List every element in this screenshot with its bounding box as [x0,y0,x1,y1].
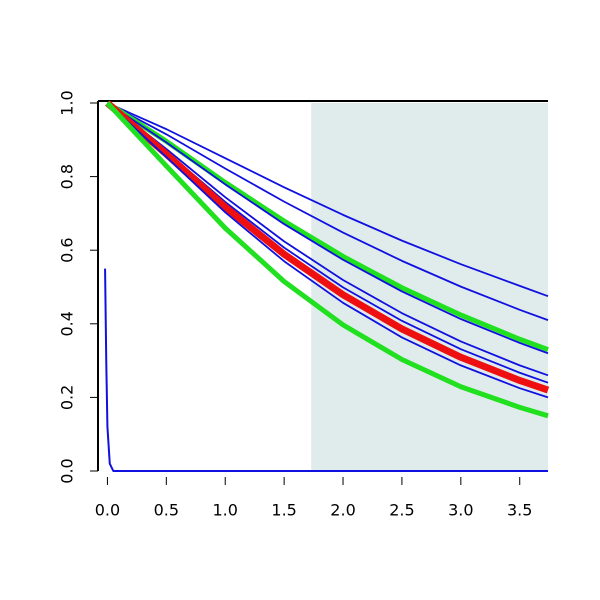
curve [107,102,549,321]
y-tick-label: 0.6 [58,237,77,262]
curve [106,100,549,352]
y-tick-label: 0.4 [58,311,77,336]
x-tick-label: 1.5 [271,501,296,520]
y-tick-label: 0.0 [58,458,77,483]
y-tick-label: 0.2 [58,385,77,410]
x-tick-label: 1.0 [212,501,237,520]
curve [106,102,549,399]
curve [106,102,549,355]
x-tick-label: 2.0 [330,501,355,520]
y-tick-label: 1.0 [58,90,77,115]
y-tick-label: 0.8 [58,164,77,189]
x-tick-label: 3.5 [507,501,532,520]
curve [105,101,549,419]
x-tick-label: 0.5 [154,501,179,520]
curve [105,100,550,394]
shaded-region [311,103,548,471]
curve [107,102,549,298]
x-tick-label: 0.0 [95,501,120,520]
x-tick-label: 3.0 [448,501,473,520]
x-tick-label: 2.5 [389,501,414,520]
curve [106,102,549,377]
curve [104,268,548,472]
